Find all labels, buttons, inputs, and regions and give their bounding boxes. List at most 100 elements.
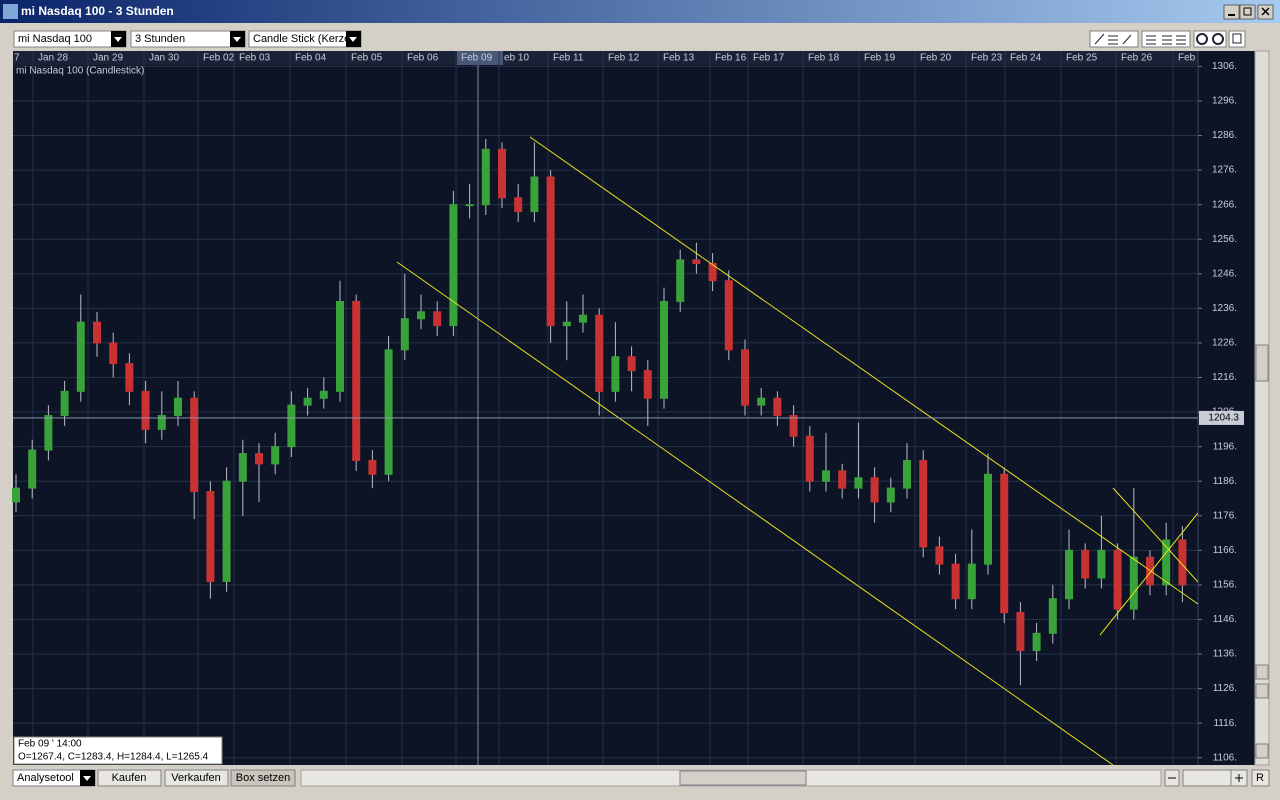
y-tick-label: 1116. (1213, 718, 1237, 729)
grid-tools[interactable] (1141, 30, 1191, 48)
x-tick-label: Feb 16 (715, 53, 747, 64)
price-axis (1198, 51, 1255, 765)
x-tick-label: Feb (1178, 53, 1196, 64)
candle-body (109, 342, 118, 365)
candle-body (789, 415, 798, 437)
x-tick-label: Feb 09 (461, 53, 493, 64)
y-tick-label: 1136. (1213, 649, 1237, 660)
candle-body (255, 453, 263, 465)
y-tick-label: 1286. (1212, 130, 1237, 141)
x-tick-label: Feb 02 (203, 53, 235, 64)
draw-tools[interactable] (1089, 30, 1139, 48)
candle-body (903, 459, 911, 489)
icon (83, 776, 91, 781)
candle-body (206, 491, 215, 582)
x-tick-label: Jan 28 (38, 53, 68, 64)
analysis-tool: Analysetool (17, 772, 74, 784)
sell-button[interactable] (164, 769, 229, 787)
candle-body (303, 397, 312, 406)
candle-body (1129, 556, 1138, 610)
candle-body (157, 415, 166, 430)
scroll-thumb[interactable] (679, 770, 807, 786)
reset-button[interactable] (1251, 769, 1270, 787)
candle-body (174, 397, 182, 417)
candle-body (1113, 549, 1122, 610)
candle-body (433, 311, 442, 327)
x-tick-label: Feb 18 (808, 53, 840, 64)
candle-body (1081, 549, 1090, 579)
candle-body (76, 321, 85, 392)
icon (1232, 33, 1242, 44)
icon (349, 37, 357, 42)
y-tick-label: 1246. (1212, 268, 1237, 279)
info-time: Feb 09 ' 14:00 (18, 739, 82, 750)
x-tick-label: Feb 19 (864, 53, 896, 64)
candle-body (222, 480, 231, 582)
candle-body (336, 300, 344, 392)
x-tick-label: Feb 12 (608, 53, 640, 64)
candle-body (449, 204, 458, 327)
candle-body (271, 446, 280, 465)
scroll-thumb[interactable] (1255, 344, 1269, 382)
candle-body (627, 356, 636, 372)
candle-body (498, 148, 506, 199)
x-tick-label: Feb 05 (351, 53, 383, 64)
candle-body (595, 314, 604, 392)
window-controls[interactable] (1223, 4, 1274, 20)
candle-body (28, 449, 37, 489)
vertical-scrollbar[interactable] (1254, 50, 1270, 766)
wedge-line (1112, 487, 1199, 583)
channel-upper (529, 136, 1199, 605)
icon (1196, 33, 1208, 45)
candle-body (368, 459, 377, 475)
candle-body (1000, 473, 1009, 614)
x-tick-label: Feb 04 (295, 53, 327, 64)
zoom-in[interactable] (1255, 683, 1269, 699)
candle-body (676, 259, 685, 302)
plot-area (13, 65, 1198, 765)
candle-body (562, 321, 571, 327)
scroll-arrow[interactable] (1255, 664, 1269, 680)
candle-body (773, 397, 782, 417)
y-tick-label: 1296. (1212, 96, 1237, 107)
zoom-tools[interactable] (1193, 30, 1227, 48)
selected-date (457, 51, 503, 65)
icon (1212, 33, 1224, 45)
y-tick-label: 1196. (1213, 441, 1237, 452)
candle-body (481, 148, 490, 206)
candle-body (530, 176, 539, 213)
candle-body (190, 397, 199, 493)
y-tick-label: 1176. (1213, 510, 1237, 521)
box-button[interactable] (230, 769, 296, 787)
candle-body (854, 477, 863, 489)
y-tick-label: 1276. (1212, 165, 1237, 176)
trend-lines (396, 136, 1199, 766)
date-axis (13, 51, 1255, 65)
candle-body (724, 280, 733, 351)
candle-body (1146, 556, 1154, 586)
candle-body (838, 470, 847, 489)
y-tick-label: 1266. (1212, 199, 1237, 210)
candle-body (919, 459, 928, 548)
minimize-button[interactable] (1223, 4, 1240, 20)
candle-body (514, 197, 523, 213)
candle-body (12, 487, 20, 503)
window-tool[interactable] (1228, 30, 1246, 48)
y-tick-label: 1106. (1213, 752, 1237, 763)
zoom-out[interactable] (1255, 743, 1269, 759)
candle-body (546, 176, 555, 327)
x-tick-label: Feb 24 (1010, 53, 1042, 64)
candle-body (352, 300, 361, 461)
candle-body (951, 563, 960, 600)
x-tick-label: Feb 20 (920, 53, 952, 64)
y-tick-label: 1146. (1213, 614, 1237, 625)
candle-body (1178, 539, 1187, 586)
icon (1168, 774, 1243, 782)
candle-body (1048, 598, 1057, 634)
buy-button[interactable] (97, 769, 162, 787)
x-tick-label: Feb 13 (663, 53, 695, 64)
x-tick-label: Feb 11 (553, 53, 584, 64)
grid: 1306. 1296. 1286. 1276. 1266. 1256. 1246. 1236.… (13, 51, 1237, 765)
maximize-button[interactable] (1239, 4, 1256, 20)
